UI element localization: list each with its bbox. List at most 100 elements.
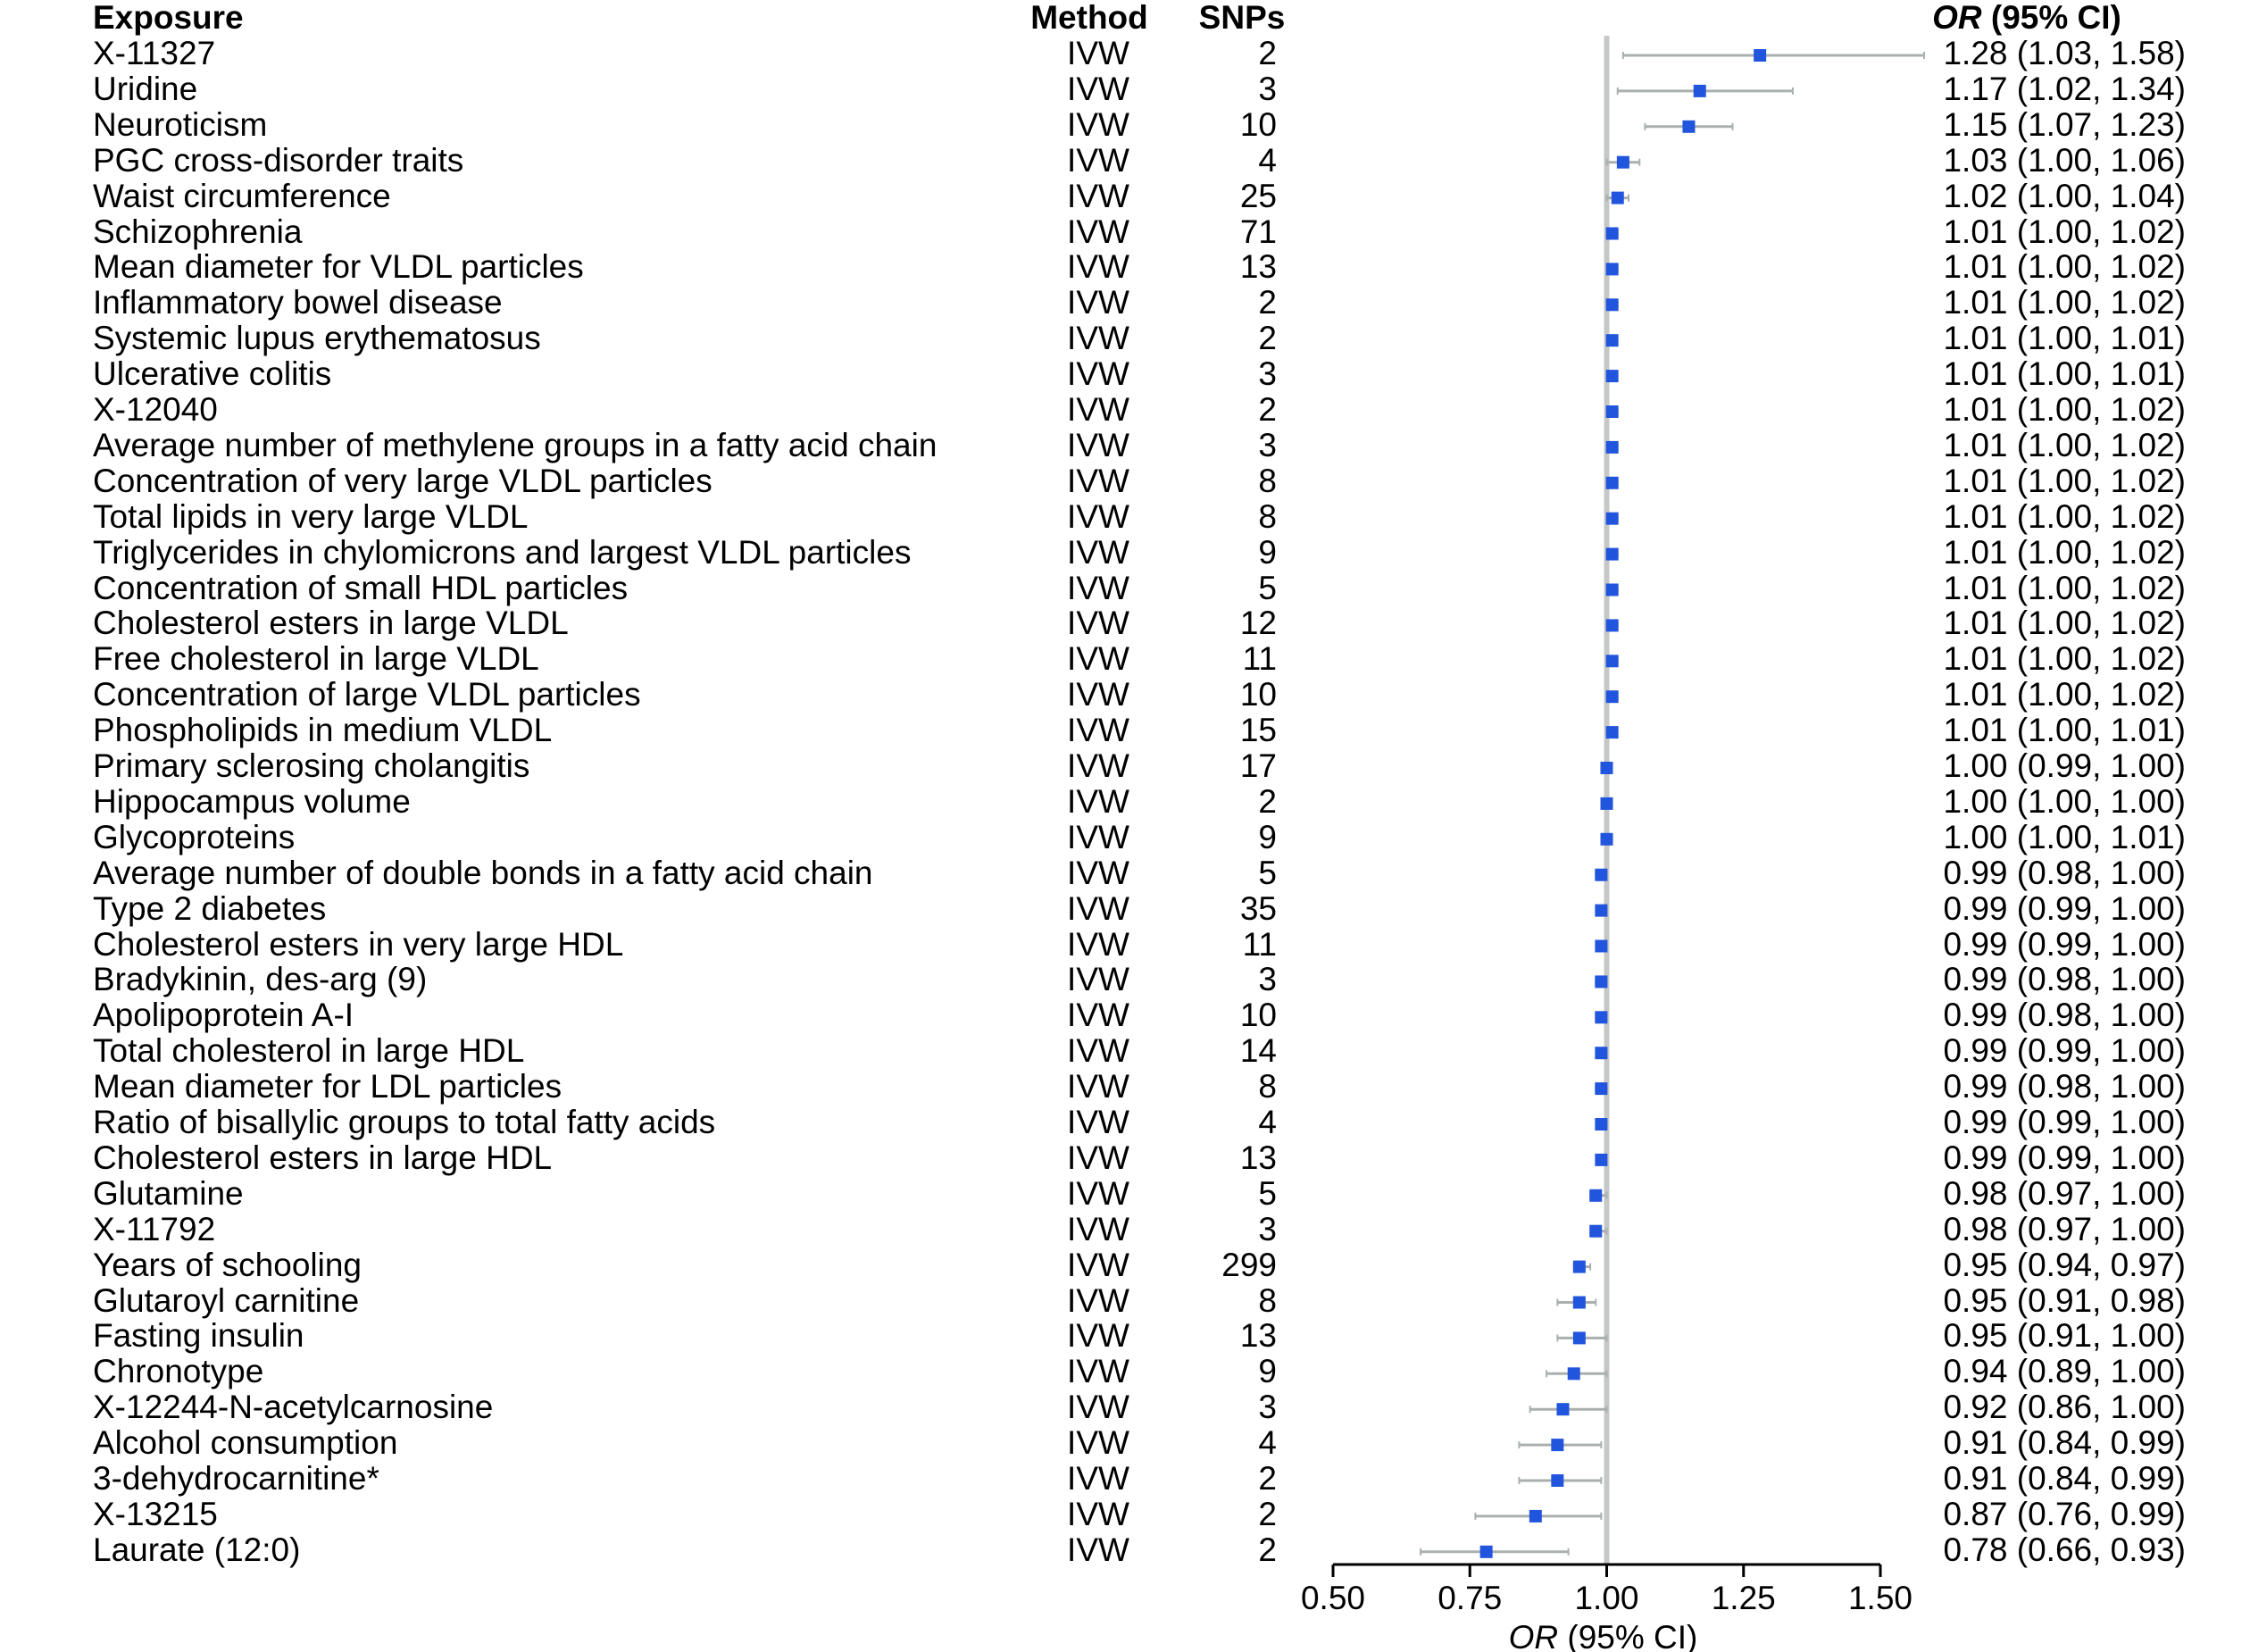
row-method: IVW [1067,889,1129,927]
row-method: IVW [1067,1460,1129,1497]
row-snps: 9 [1258,818,1277,855]
row-or-ci: 1.01 (1.00, 1.02) [1943,462,2186,499]
row-method: IVW [1067,177,1129,214]
point-estimate [1611,191,1624,204]
row-snps: 2 [1258,1495,1277,1532]
row-or-ci: 1.01 (1.00, 1.02) [1943,605,2186,642]
row-snps: 2 [1258,782,1277,820]
row-snps: 3 [1258,355,1277,393]
row-snps: 8 [1258,1068,1277,1106]
row-or-ci: 1.01 (1.00, 1.02) [1943,426,2186,463]
row-exposure: X-13215 [93,1495,218,1532]
row-method: IVW [1067,1424,1129,1462]
point-estimate [1605,405,1619,418]
row-or-ci: 1.01 (1.00, 1.02) [1943,533,2186,571]
x-axis-title-italic: OR [1509,1619,1559,1652]
row-or-ci: 1.28 (1.03, 1.58) [1943,35,2186,71]
point-estimate [1589,1189,1603,1202]
row-or-ci: 0.95 (0.91, 0.98) [1943,1281,2186,1319]
point-estimate [1595,975,1608,989]
row-method: IVW [1067,70,1129,107]
row-exposure: Hippocampus volume [93,782,411,820]
point-estimate [1605,298,1619,312]
row-or-ci: 1.01 (1.00, 1.02) [1943,284,2186,321]
row-method: IVW [1067,1246,1129,1283]
row-snps: 9 [1258,533,1277,571]
point-estimate [1605,655,1619,668]
row-method: IVW [1067,1317,1129,1355]
row-method: IVW [1067,1104,1129,1140]
x-tick-label: 0.75 [1438,1580,1502,1616]
row-exposure: Total lipids in very large VLDL [93,497,529,535]
point-estimate [1551,1474,1564,1487]
point-estimate [1605,370,1619,383]
row-or-ci: 1.01 (1.00, 1.02) [1943,676,2186,713]
point-estimate [1693,84,1706,97]
row-method: IVW [1067,569,1129,606]
x-tick-label: 1.50 [1848,1580,1912,1616]
row-method: IVW [1067,782,1129,820]
row-or-ci: 1.01 (1.00, 1.02) [1943,391,2186,428]
row-snps: 10 [1239,105,1277,143]
row-or-ci: 1.01 (1.00, 1.02) [1943,640,2186,678]
row-method: IVW [1067,426,1129,463]
row-exposure: Free cholesterol in large VLDL [93,640,539,678]
row-exposure: Concentration of very large VLDL particl… [93,462,712,499]
row-method: IVW [1067,497,1129,535]
row-exposure: Inflammatory bowel disease [93,284,503,321]
row-method: IVW [1067,462,1129,499]
row-exposure: Alcohol consumption [93,1424,398,1462]
header-or-ci-italic: OR [1932,0,1982,36]
row-method: IVW [1067,605,1129,642]
row-snps: 2 [1258,1531,1277,1568]
row-exposure: Systemic lupus erythematosus [93,320,541,357]
row-snps: 71 [1239,213,1277,250]
point-estimate [1605,726,1619,739]
row-snps: 3 [1258,426,1277,463]
row-method: IVW [1067,925,1129,963]
row-snps: 8 [1258,1281,1277,1319]
row-snps: 5 [1258,854,1277,891]
row-method: IVW [1067,355,1129,393]
row-exposure: Triglycerides in chylomicrons and larges… [93,533,912,571]
row-or-ci: 1.01 (1.00, 1.02) [1943,248,2186,286]
row-or-ci: 0.99 (0.98, 1.00) [1943,854,2186,891]
row-snps: 5 [1258,569,1277,606]
point-estimate [1605,263,1619,276]
row-or-ci: 1.01 (1.00, 1.02) [1943,569,2186,606]
row-or-ci: 1.17 (1.02, 1.34) [1943,70,2186,107]
row-exposure: Glycoproteins [93,818,296,855]
point-estimate [1595,1118,1608,1131]
row-exposure: Mean diameter for LDL particles [93,1068,562,1106]
row-method: IVW [1067,997,1129,1034]
row-or-ci: 0.91 (0.84, 0.99) [1943,1460,2186,1497]
point-estimate [1605,583,1619,597]
row-snps: 4 [1258,1104,1277,1140]
row-exposure: Uridine [93,70,198,107]
row-or-ci: 0.95 (0.94, 0.97) [1943,1246,2186,1283]
row-snps: 4 [1258,1424,1277,1462]
row-snps: 14 [1239,1032,1277,1070]
row-method: IVW [1067,1174,1129,1212]
row-exposure: Chronotype [93,1353,264,1390]
header-method: Method [1030,0,1148,36]
row-or-ci: 0.94 (0.89, 1.00) [1943,1353,2186,1390]
row-snps: 2 [1258,284,1277,321]
row-or-ci: 0.87 (0.76, 0.99) [1943,1495,2186,1532]
row-method: IVW [1067,747,1129,784]
point-estimate [1682,120,1696,133]
row-exposure: Total cholesterol in large HDL [93,1032,525,1070]
point-estimate [1572,1331,1586,1345]
row-or-ci: 0.99 (0.98, 1.00) [1943,997,2186,1034]
row-snps: 3 [1258,70,1277,107]
row-method: IVW [1067,1389,1129,1426]
point-estimate [1529,1509,1542,1523]
point-estimate [1600,762,1613,774]
row-exposure: Ulcerative colitis [93,355,332,393]
point-estimate [1595,868,1608,881]
point-estimate [1595,1047,1608,1060]
x-axis-title: OR (95% CI) [1509,1619,1698,1652]
row-exposure: Average number of methylene groups in a … [93,426,938,463]
row-method: IVW [1067,105,1129,143]
row-snps: 2 [1258,391,1277,428]
